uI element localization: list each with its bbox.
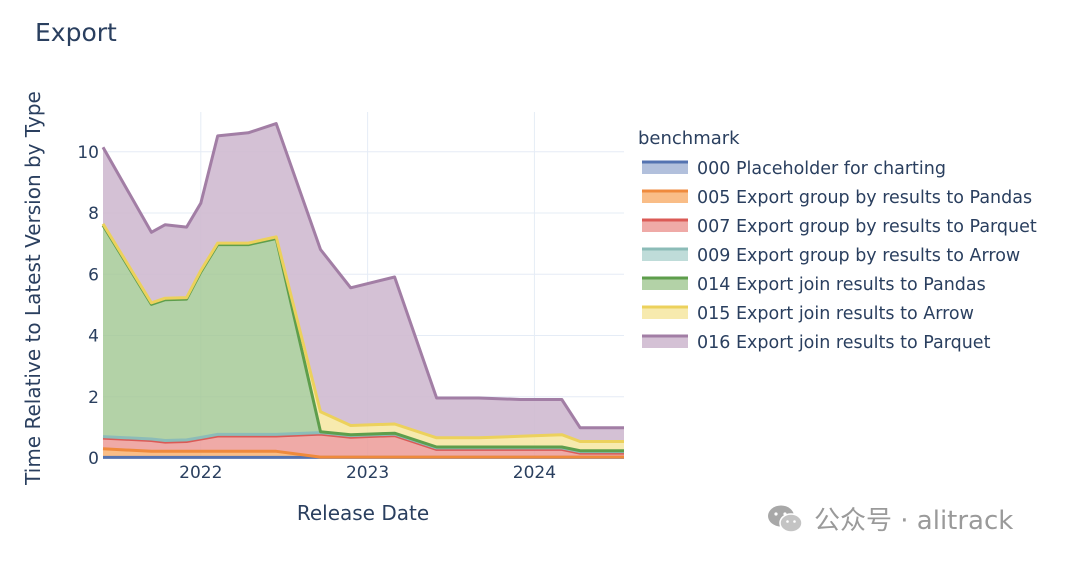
area-series-4 [103, 225, 624, 452]
legend-item[interactable]: 016 Export join results to Parquet [642, 333, 991, 353]
legend-title: benchmark [638, 128, 740, 149]
legend-swatch [642, 191, 688, 203]
area-series [101, 122, 624, 459]
legend-label: 015 Export join results to Arrow [697, 304, 974, 324]
y-tick-label: 2 [88, 388, 99, 408]
legend-item[interactable]: 014 Export join results to Pandas [642, 275, 986, 295]
x-tick-label: 2023 [346, 463, 389, 483]
watermark-text: 公众号 · alitrack [814, 506, 1014, 536]
legend-swatch [642, 249, 688, 261]
y-tick-label: 10 [77, 143, 99, 163]
legend-item[interactable]: 007 Export group by results to Parquet [642, 217, 1037, 237]
legend-item[interactable]: 009 Export group by results to Arrow [642, 246, 1020, 266]
legend-label: 000 Placeholder for charting [697, 159, 946, 179]
axis-ticks: 0 2 4 6 8 10 2022 2023 2024 [77, 143, 556, 483]
y-tick-label: 4 [88, 327, 99, 347]
series-line-6 [101, 122, 624, 430]
x-tick-label: 2024 [513, 463, 556, 483]
legend-swatch [642, 220, 688, 232]
x-axis-title: Release Date [297, 501, 429, 525]
legend: benchmark 000 Placeholder for charting 00… [638, 128, 1037, 353]
legend-swatch [642, 278, 688, 290]
y-axis-title: Time Relative to Latest Version by Type [21, 91, 45, 486]
area-series-1 [103, 448, 624, 458]
legend-item[interactable]: 005 Export group by results to Pandas [642, 188, 1032, 208]
series-line-5 [101, 223, 624, 443]
legend-swatch [642, 162, 688, 174]
legend-label: 016 Export join results to Parquet [697, 333, 991, 353]
legend-swatch [642, 336, 688, 348]
y-tick-label: 0 [88, 449, 99, 469]
watermark: 公众号 · alitrack [766, 500, 1013, 537]
legend-item[interactable]: 015 Export join results to Arrow [642, 304, 974, 324]
legend-label: 009 Export group by results to Arrow [697, 246, 1020, 266]
legend-label: 005 Export group by results to Pandas [697, 188, 1032, 208]
legend-item[interactable]: 000 Placeholder for charting [642, 159, 946, 179]
legend-label: 014 Export join results to Pandas [697, 275, 986, 295]
area-series-6 [103, 123, 624, 442]
legend-swatch [642, 307, 688, 319]
y-tick-label: 6 [88, 265, 99, 285]
series-line-1 [102, 447, 624, 459]
x-tick-label: 2022 [179, 463, 222, 483]
area-series-2 [103, 434, 624, 458]
legend-label: 007 Export group by results to Parquet [697, 217, 1037, 237]
wechat-icon [768, 505, 803, 533]
y-tick-label: 8 [88, 204, 99, 224]
chart-title: Export [35, 18, 117, 47]
